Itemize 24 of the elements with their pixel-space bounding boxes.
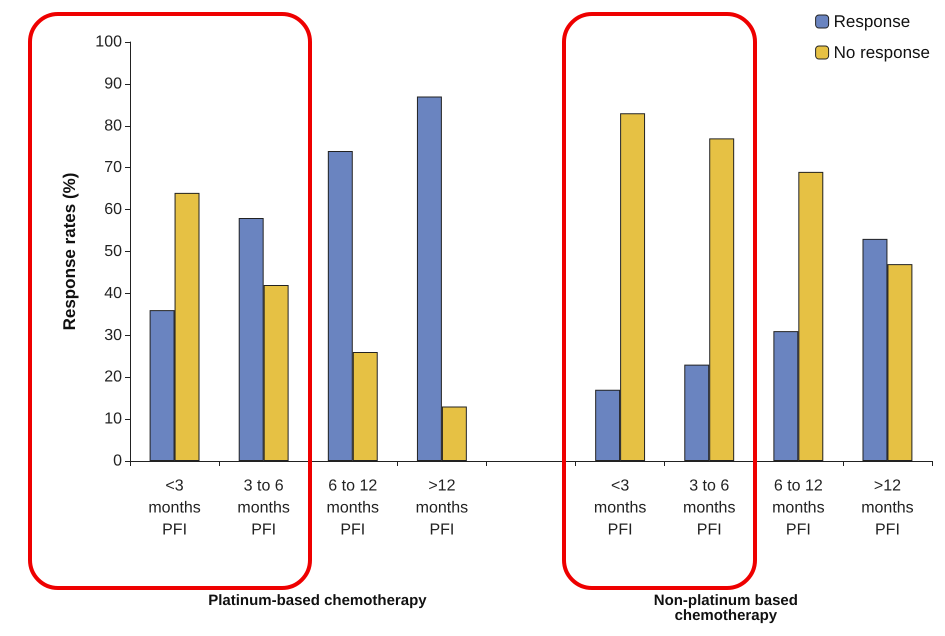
x-tick-label: >12 months PFI: [861, 478, 914, 538]
y-tick-label: 60: [104, 201, 122, 218]
text: Non-platinum based chemotherapy: [654, 592, 798, 624]
y-tick-label: 40: [104, 284, 122, 302]
x-tick-label: >12 months PFI: [416, 478, 468, 538]
y-tick-label: 70: [104, 159, 122, 176]
text: Platinum-based chemotherapy: [208, 592, 428, 609]
x-tick-label: 3 to 6 months PFI: [237, 478, 290, 538]
legend-label: Response: [834, 12, 910, 31]
y-tick-label: 30: [104, 326, 122, 344]
legend-label: No response: [834, 43, 930, 62]
y-axis-title: Response rates (%): [60, 172, 79, 330]
x-tick-label: 6 to 12 months PFI: [326, 478, 380, 538]
x-tick-label: 3 to 6 months PFI: [682, 478, 736, 538]
y-tick-label: 0: [113, 452, 122, 470]
x-tick-label: <3 months PFI: [148, 478, 201, 538]
x-tick-label: 6 to 12 months PFI: [772, 478, 825, 538]
y-tick-label: 10: [104, 410, 122, 428]
y-tick-label: 20: [104, 368, 122, 386]
x-tick-label: <3 months PFI: [594, 478, 646, 538]
y-tick-label: 100: [95, 34, 122, 50]
y-tick-label: 90: [104, 75, 122, 92]
y-tick-label: 80: [104, 117, 122, 134]
y-tick-label: 50: [104, 243, 122, 260]
